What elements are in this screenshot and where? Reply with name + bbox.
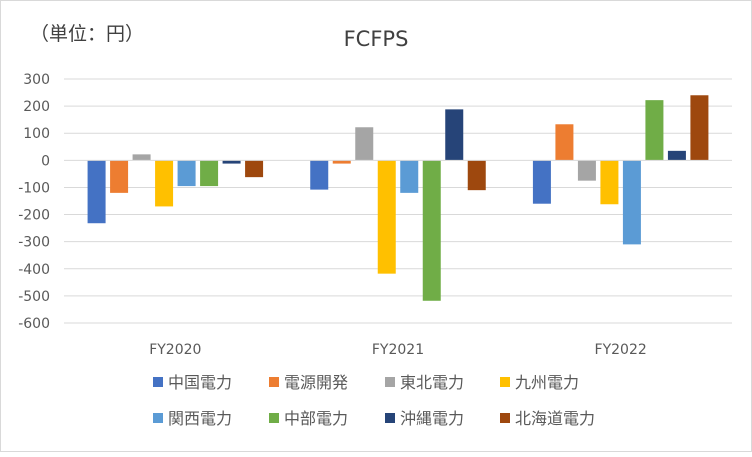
bar (532, 160, 551, 204)
y-tick-label: 200 (23, 99, 50, 115)
unit-label: （単位：円） (30, 23, 144, 45)
legend-label: 関西電力 (168, 409, 232, 428)
bar (622, 160, 641, 245)
bar (600, 160, 619, 205)
x-tick-label: FY2021 (372, 342, 424, 358)
legend-label: 沖縄電力 (400, 409, 464, 428)
y-tick-label: -200 (18, 208, 50, 224)
legend-swatch (500, 413, 510, 423)
bar (690, 95, 709, 161)
x-axis-tick-labels: FY2020 FY2021 FY2022 (149, 342, 647, 358)
bar (667, 150, 686, 161)
x-tick-label: FY2022 (595, 342, 647, 358)
y-tick-label: -600 (18, 316, 50, 332)
y-tick-label: -100 (18, 180, 50, 196)
bar (577, 160, 596, 181)
bars (87, 95, 709, 301)
bar (355, 127, 374, 161)
bar (177, 160, 196, 187)
bar (87, 160, 106, 224)
legend-swatch (153, 377, 163, 387)
y-tick-label: 300 (23, 72, 50, 88)
gridlines (64, 78, 732, 324)
legend-label: 北海道電力 (515, 409, 595, 428)
bar (445, 109, 464, 161)
bar (132, 154, 151, 161)
legend-swatch (500, 377, 510, 387)
y-tick-label: 0 (41, 153, 50, 169)
bar (467, 160, 486, 191)
bar (310, 160, 329, 190)
chart-title: FCFPS (344, 27, 409, 51)
y-axis-tick-labels: 300 200 100 0 -100 -200 -300 -400 -500 -600 (18, 72, 50, 332)
legend-swatch (385, 413, 395, 423)
bar (155, 160, 174, 207)
legend-swatch (269, 413, 279, 423)
legend-label: 九州電力 (515, 373, 579, 392)
y-tick-label: -400 (18, 262, 50, 278)
legend-label: 中国電力 (168, 373, 232, 392)
bar (400, 160, 419, 193)
bar (332, 160, 351, 164)
bar (422, 160, 441, 301)
legend-swatch (385, 377, 395, 387)
legend-swatch (153, 413, 163, 423)
legend-label: 中部電力 (284, 409, 348, 428)
legend-label: 東北電力 (400, 373, 464, 392)
legend-swatch (269, 377, 279, 387)
legend-label: 電源開発 (284, 373, 348, 392)
bar (377, 160, 396, 274)
bar (555, 124, 574, 161)
bar (200, 160, 219, 187)
bar (645, 100, 664, 161)
bar (245, 160, 264, 178)
bar (222, 160, 241, 164)
y-tick-label: -500 (18, 289, 50, 305)
x-tick-label: FY2020 (149, 342, 201, 358)
y-tick-label: 100 (23, 126, 50, 142)
y-tick-label: -300 (18, 235, 50, 251)
bar (110, 160, 129, 193)
